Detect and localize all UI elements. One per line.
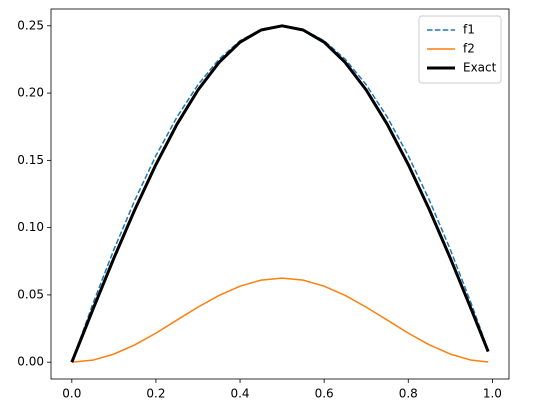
y-tick-label: 0.25 — [17, 18, 44, 32]
legend-label: Exact — [463, 61, 497, 75]
y-tick-label: 0.10 — [17, 220, 44, 234]
y-tick-label: 0.20 — [17, 86, 44, 100]
series-line — [70, 24, 490, 363]
plot-frame — [50, 8, 510, 380]
y-tick-label: 0.05 — [17, 287, 44, 301]
x-tick-label: 0.4 — [230, 387, 249, 401]
legend-label: f2 — [463, 42, 475, 56]
x-tick-label: 0.0 — [62, 387, 81, 401]
x-tick-label: 1.0 — [483, 387, 502, 401]
x-tick-label: 0.8 — [399, 387, 418, 401]
legend-box — [418, 15, 502, 84]
y-tick-label: 0.15 — [17, 153, 44, 167]
x-tick-label: 0.6 — [315, 387, 334, 401]
legend-label: f1 — [463, 23, 475, 37]
y-tick-label: 0.00 — [17, 355, 44, 369]
x-tick-label: 0.2 — [146, 387, 165, 401]
series-line — [71, 277, 489, 363]
